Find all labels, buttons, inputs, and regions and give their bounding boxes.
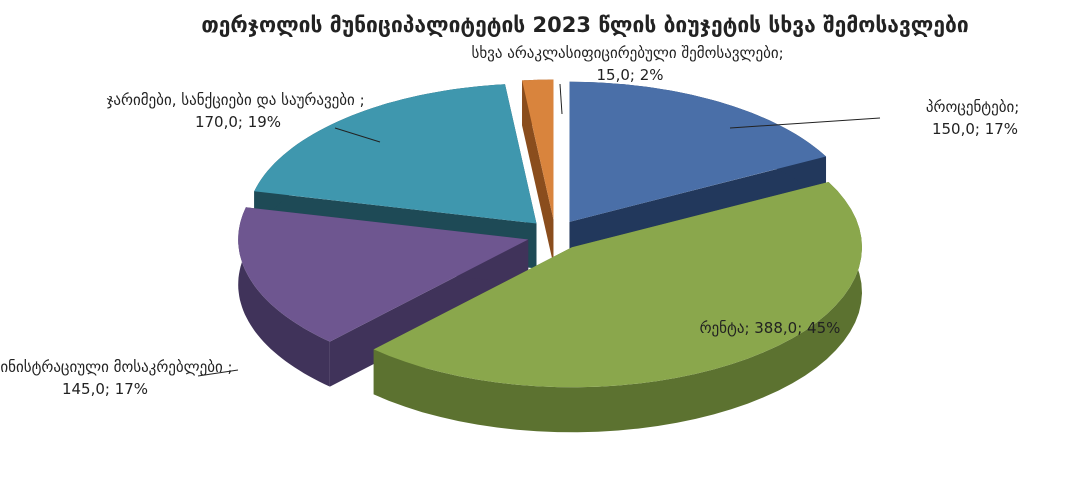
slice [569, 81, 826, 222]
label-separator: ; [779, 44, 789, 62]
slice [373, 182, 862, 388]
label-value: 170,0; 19% [195, 113, 281, 131]
slice-side [373, 182, 862, 433]
slice-side [238, 207, 330, 387]
data-label: ჯარიმები, სანქციები და საურავები ; 170,0… [107, 91, 370, 131]
slice-side [522, 80, 554, 265]
data-label: ადმინისტრაციული მოსაკრებლები ; 145,0; 17… [0, 358, 237, 398]
leader-line [559, 83, 563, 115]
label-separator: ; [228, 358, 238, 376]
label-category: ადმინისტრაციული მოსაკრებლები [0, 358, 228, 376]
slice [238, 207, 529, 342]
label-category: ჯარიმები, სანქციები და საურავები [107, 91, 360, 109]
data-label: სხვა არაკლასიფიცირებული შემოსავლები; 15,… [472, 44, 789, 84]
label-separator: ; [1014, 98, 1024, 116]
label-category: პროცენტები [926, 98, 1015, 116]
slice [522, 79, 554, 220]
leader-line [729, 117, 881, 129]
label-value: 145,0; 17% [62, 380, 148, 398]
data-label: პროცენტები; 150,0; 17% [926, 98, 1024, 138]
chart-title: თერჯოლის მუნიციპალიტეტის 2023 წლის ბიუჯე… [201, 13, 968, 37]
leader-line [334, 127, 381, 143]
leader-line [197, 369, 239, 377]
label-category: რენტა [700, 319, 745, 337]
data-label: რენტა; 388,0; 45% [700, 319, 841, 337]
label-value: 150,0; 17% [932, 120, 1018, 138]
label-category: სხვა არაკლასიფიცირებული შემოსავლები [472, 44, 779, 62]
label-separator: ; [360, 91, 370, 109]
label-separator: ; [744, 319, 754, 337]
slice [254, 84, 537, 224]
label-value: 15,0; 2% [596, 66, 663, 84]
label-value: 388,0; 45% [754, 319, 840, 337]
